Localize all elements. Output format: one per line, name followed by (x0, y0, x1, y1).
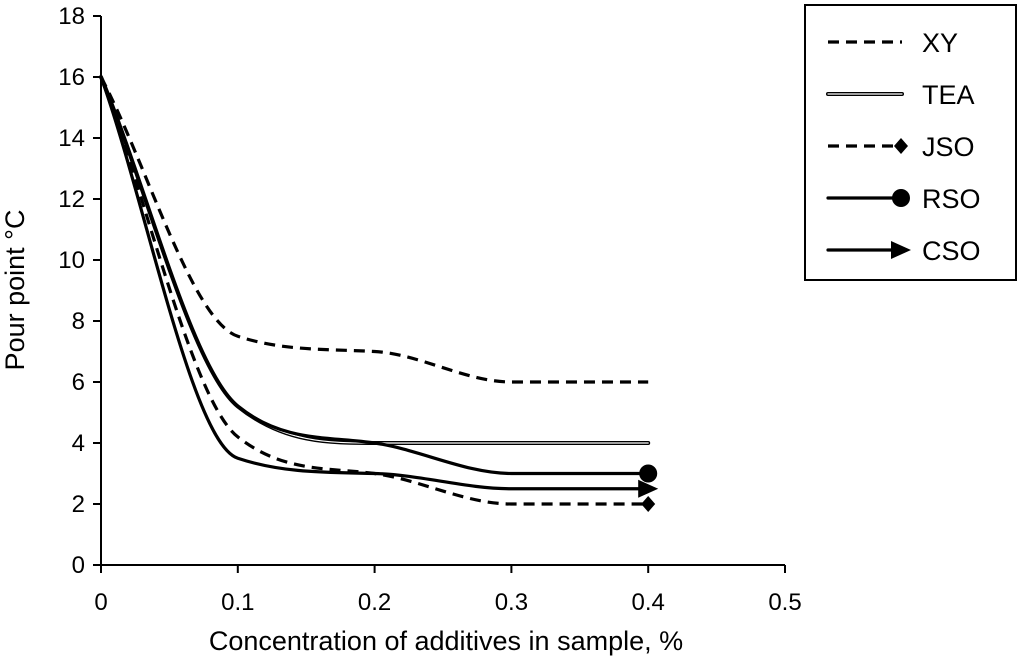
legend-item-tea: TEA (826, 80, 975, 110)
legend-item-cso: CSO (826, 236, 981, 266)
y-tick-label: 6 (72, 369, 85, 396)
series-jso-line (99, 76, 649, 506)
series-layer (99, 75, 659, 512)
series-rso-line (99, 75, 650, 476)
legend-label-jso: JSO (922, 132, 975, 162)
legend-item-xy: XY (828, 28, 958, 58)
legend-label-cso: CSO (922, 236, 981, 266)
y-tick-label: 16 (58, 64, 85, 91)
x-ticks: 0 0.1 0.2 0.3 0.4 0.5 (94, 565, 802, 616)
series-cso-marker (638, 479, 659, 498)
y-tick-label: 8 (72, 308, 85, 335)
x-axis-title: Concentration of additives in sample, % (209, 626, 683, 656)
series-xy (99, 76, 649, 384)
y-tick-label: 0 (72, 552, 85, 579)
y-ticks: 0 2 4 6 8 10 12 14 16 18 (58, 3, 101, 579)
x-tick-label: 0.5 (768, 589, 801, 616)
x-tick-label: 0.3 (495, 589, 528, 616)
y-axis-title: Pour point °C (0, 210, 30, 371)
legend-label-rso: RSO (922, 184, 981, 214)
x-tick-label: 0.4 (632, 589, 665, 616)
y-tick-label: 12 (58, 186, 85, 213)
series-rso-marker (639, 464, 658, 483)
legend-item-jso: JSO (828, 132, 975, 162)
legend-label-xy: XY (922, 28, 958, 58)
x-tick-label: 0 (94, 589, 107, 616)
series-rso (99, 75, 658, 483)
legend-marker-jso (894, 138, 908, 154)
series-xy-line (99, 76, 649, 384)
legend-marker-cso (891, 241, 911, 259)
x-tick-label: 0.2 (358, 589, 391, 616)
plot-area: 0 2 4 6 8 10 12 14 16 18 0 0.1 0.2 0.3 0.4 0.5 (58, 3, 801, 616)
legend-items: XY TEA JSO RSO CSO (826, 28, 981, 266)
series-jso (99, 76, 656, 512)
y-tick-label: 2 (72, 491, 85, 518)
legend-label-tea: TEA (922, 80, 975, 110)
legend: XY TEA JSO RSO CSO (804, 4, 1017, 281)
y-tick-label: 10 (58, 247, 85, 274)
legend-box (804, 4, 1017, 281)
y-tick-label: 4 (72, 430, 85, 457)
series-cso-line (99, 75, 650, 491)
legend-marker-rso (892, 189, 910, 207)
y-tick-label: 14 (58, 125, 85, 152)
series-cso (99, 75, 659, 498)
legend-item-rso: RSO (826, 184, 981, 214)
series-jso-marker (641, 496, 656, 512)
x-tick-label: 0.1 (221, 589, 254, 616)
y-tick-label: 18 (58, 3, 85, 30)
